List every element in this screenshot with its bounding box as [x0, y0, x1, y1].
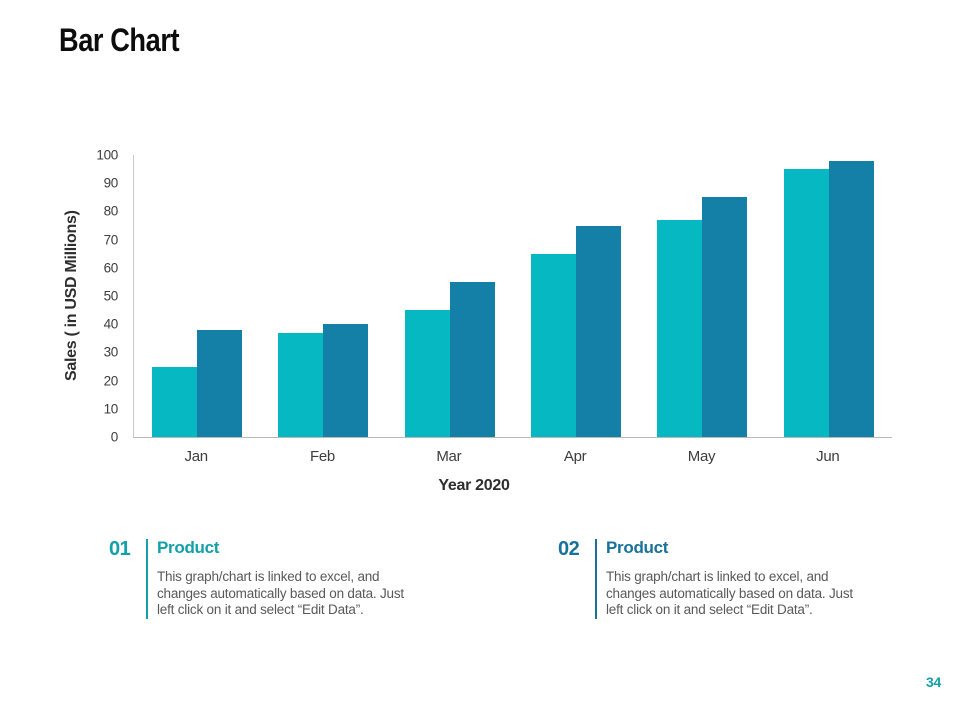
bar-group-jan [134, 155, 260, 437]
y-tick-label-0: 0 [110, 429, 119, 445]
callout-separator [146, 539, 148, 619]
bar-series-2-may [702, 197, 748, 437]
plot-area [133, 155, 892, 438]
bar-group-feb [260, 155, 386, 437]
x-tick-label-may: May [687, 448, 716, 465]
bar-series-2-apr [576, 225, 622, 437]
callout-text-line: left click on it and select “Edit Data”. [157, 602, 364, 617]
callout-heading: Product [606, 538, 669, 557]
callout-separator [595, 539, 597, 619]
bar-group-mar [387, 155, 513, 437]
callout-01: 01 Product This graph/chart is linked to… [109, 538, 404, 619]
bar-series-2-jan [197, 329, 243, 437]
page-number: 34 [926, 674, 941, 690]
callout-heading: Product [157, 538, 220, 557]
x-axis-labels: Jan Feb Mar Apr May Jun [133, 448, 891, 465]
bar-series-1-jun [783, 169, 829, 437]
y-tick-label-70: 70 [103, 232, 119, 248]
x-axis-title: Year 2020 [438, 477, 510, 494]
callout-text-line: This graph/chart is linked to excel, and [606, 569, 829, 584]
x-tick-label-feb: Feb [310, 448, 335, 465]
y-tick-label-50: 50 [103, 288, 119, 304]
y-tick-label-90: 90 [103, 175, 119, 191]
y-tick-label-60: 60 [103, 260, 119, 276]
bar-series-1-apr [531, 253, 577, 437]
page-title: Bar Chart [59, 22, 180, 58]
callout-text-line: changes automatically based on data. Jus… [606, 585, 853, 601]
y-tick-label-30: 30 [103, 344, 119, 360]
callout-body: Product This graph/chart is linked to ex… [157, 538, 404, 619]
bar-series-2-mar [449, 281, 495, 437]
bar-series-1-jan [152, 366, 198, 437]
bar-group-may [639, 155, 765, 437]
callout-02: 02 Product This graph/chart is linked to… [558, 538, 853, 619]
bar-group-jun [766, 155, 892, 437]
x-tick-label-jun: Jun [816, 448, 840, 465]
bar-group-apr [513, 155, 639, 437]
bar-series-1-may [657, 219, 703, 437]
callout-text-line: This graph/chart is linked to excel, and [157, 569, 380, 584]
bar-series-2-jun [828, 160, 874, 437]
bar-series-2-feb [323, 324, 369, 437]
y-tick-label-20: 20 [103, 373, 119, 389]
x-tick-label-mar: Mar [436, 448, 462, 465]
y-tick-label-80: 80 [103, 203, 119, 219]
x-tick-label-jan: Jan [184, 448, 209, 465]
y-axis-tick-labels: 0 10 20 30 40 50 60 70 80 90 100 [58, 148, 119, 445]
bar-series-1-mar [404, 310, 450, 437]
callout-text-line: left click on it and select “Edit Data”. [606, 602, 813, 617]
x-tick-label-apr: Apr [563, 448, 587, 465]
callout-text-line: changes automatically based on data. Jus… [157, 585, 404, 601]
y-tick-label-40: 40 [103, 316, 119, 332]
callout-number: 01 [109, 538, 131, 560]
callout-body: Product This graph/chart is linked to ex… [606, 538, 853, 619]
y-tick-label-10: 10 [103, 401, 119, 417]
y-tick-label-100: 100 [96, 147, 118, 163]
bar-series-1-feb [278, 332, 324, 437]
callout-number: 02 [558, 538, 580, 560]
